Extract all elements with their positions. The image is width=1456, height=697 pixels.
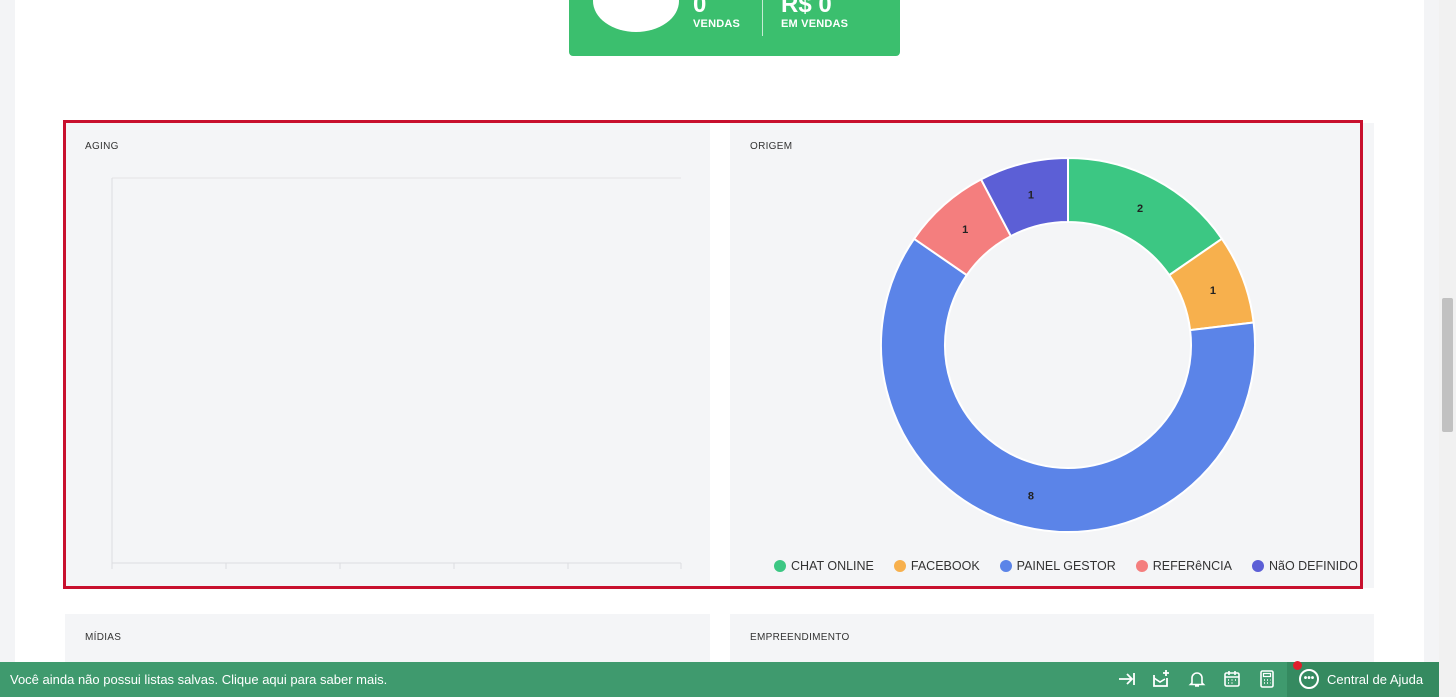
bottom-bar: Você ainda não possui listas salvas. Cli… xyxy=(0,661,1439,697)
legend-label: CHAT ONLINE xyxy=(791,559,874,573)
empreendimento-title: EMPREENDIMENTO xyxy=(750,632,850,643)
legend-dot xyxy=(893,560,906,572)
sales-icon-circle xyxy=(593,0,679,32)
donut-data-label: 8 xyxy=(1028,490,1034,502)
legend-item[interactable]: NãO DEFINIDO xyxy=(1251,559,1358,573)
aging-title: AGING xyxy=(85,141,119,152)
help-center-button[interactable]: ••• Central de Ajuda xyxy=(1287,661,1439,697)
origem-panel: ORIGEM 2 1 8 1 1 CHAT ONLINE FACEBOOK PAINEL G… xyxy=(730,123,1374,588)
legend-item[interactable]: PAINEL GESTOR xyxy=(999,559,1116,573)
donut-data-label: 1 xyxy=(1028,190,1034,202)
donut-data-label: 1 xyxy=(1210,285,1216,297)
legend-label: NãO DEFINIDO xyxy=(1268,559,1358,573)
scrollbar-thumb[interactable] xyxy=(1442,298,1453,432)
legend-label: FACEBOOK xyxy=(910,559,980,573)
sales-value: R$ 0 xyxy=(781,0,832,18)
donut-data-label: 1 xyxy=(962,224,968,236)
aging-panel: AGING xyxy=(65,123,710,588)
sales-summary-card: 0 VENDAS R$ 0 EM VENDAS xyxy=(569,0,900,56)
sales-count-label: VENDAS xyxy=(693,18,741,30)
legend-item[interactable]: FACEBOOK xyxy=(893,559,980,573)
legend-dot xyxy=(774,560,786,572)
legend-dot xyxy=(999,560,1012,572)
page-scrollbar[interactable] xyxy=(1439,0,1456,697)
sales-count-stat: 0 VENDAS xyxy=(693,0,740,30)
add-list-icon[interactable] xyxy=(1150,669,1172,691)
legend-item[interactable]: REFERêNCIA xyxy=(1135,559,1232,573)
donut-data-label: 2 xyxy=(1137,203,1143,215)
aging-chart xyxy=(111,177,682,569)
calculator-icon[interactable] xyxy=(1256,669,1278,691)
legend-dot xyxy=(1135,560,1148,572)
legend-label: REFERêNCIA xyxy=(1152,559,1232,573)
origem-donut-chart: 2 1 8 1 1 xyxy=(880,156,1256,533)
sales-value-stat: R$ 0 EM VENDAS xyxy=(781,0,848,30)
dashboard-page: 0 VENDAS R$ 0 EM VENDAS AGING ORIGEM 2 1 8… xyxy=(15,0,1424,697)
sales-value-label: EM VENDAS xyxy=(781,18,849,30)
saved-lists-message[interactable]: Você ainda não possui listas salvas. Cli… xyxy=(10,672,388,687)
collapse-icon[interactable] xyxy=(1116,669,1138,691)
origem-title: ORIGEM xyxy=(750,141,793,152)
donut-slice-painel-gestor[interactable] xyxy=(880,237,1256,533)
sales-count-value: 0 xyxy=(693,0,707,18)
origem-legend: CHAT ONLINE FACEBOOK PAINEL GESTOR REFERêNC… xyxy=(774,559,1358,573)
legend-dot xyxy=(1251,560,1264,572)
bell-icon[interactable] xyxy=(1186,669,1208,691)
notification-dot xyxy=(1293,661,1302,670)
help-center-label: Central de Ajuda xyxy=(1327,672,1424,687)
legend-item[interactable]: CHAT ONLINE xyxy=(774,559,874,573)
stat-divider xyxy=(762,0,763,36)
chat-icon: ••• xyxy=(1299,669,1319,689)
midias-title: MÍDIAS xyxy=(85,632,122,643)
calendar-icon[interactable] xyxy=(1221,669,1243,691)
legend-label: PAINEL GESTOR xyxy=(1016,559,1116,573)
donut-slice-n-o-definido[interactable] xyxy=(979,156,1069,238)
